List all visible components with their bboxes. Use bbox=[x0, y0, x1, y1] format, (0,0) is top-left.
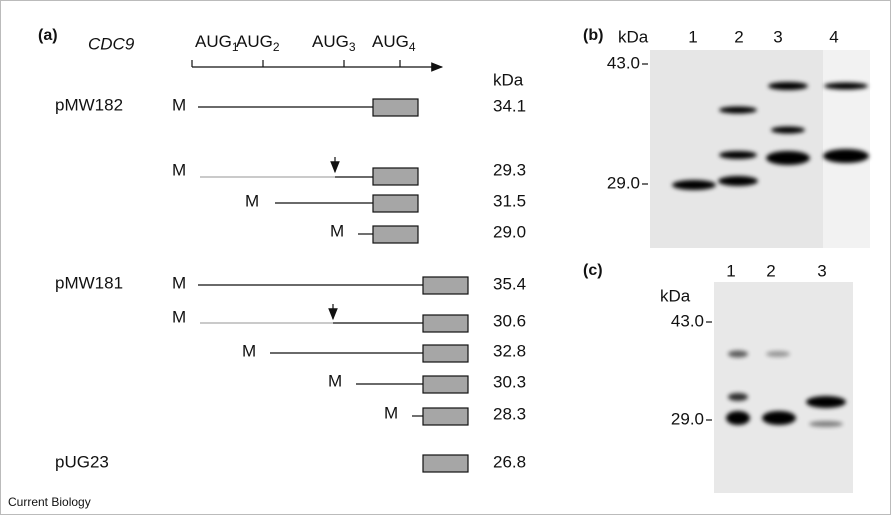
lane-label: 3 bbox=[817, 261, 826, 280]
figure: (a) CDC9 AUG1 AUG2 AUG3 AUG4 kDa pMW182 … bbox=[0, 0, 891, 515]
lane-label: 3 bbox=[773, 27, 782, 46]
tag-box bbox=[423, 376, 468, 393]
start-marker: M bbox=[328, 371, 342, 390]
tag-box bbox=[423, 315, 468, 332]
gel bbox=[714, 282, 853, 493]
lane-label: 4 bbox=[829, 27, 838, 46]
lane-label: 2 bbox=[766, 261, 775, 280]
size-label: 35.4 bbox=[493, 274, 526, 293]
tag-box bbox=[373, 168, 418, 185]
mw-marker: 43.0 bbox=[671, 311, 704, 330]
tag-box bbox=[373, 99, 418, 116]
lane-label: 2 bbox=[734, 27, 743, 46]
size-label: 30.3 bbox=[493, 372, 526, 391]
unit-label: kDa bbox=[660, 286, 691, 305]
start-marker: M bbox=[172, 307, 186, 326]
lane-label: 1 bbox=[726, 261, 735, 280]
construct-name: pMW182 bbox=[55, 95, 123, 114]
gene-name: CDC9 bbox=[88, 34, 135, 53]
start-marker: M bbox=[384, 403, 398, 422]
size-label: 31.5 bbox=[493, 191, 526, 210]
mw-marker: 29.0 bbox=[671, 409, 704, 428]
unit-label: kDa bbox=[618, 27, 649, 46]
start-marker: M bbox=[242, 341, 256, 360]
size-label: 32.8 bbox=[493, 341, 526, 360]
gel bbox=[650, 50, 823, 248]
footer: Current Biology bbox=[8, 495, 91, 509]
start-marker: M bbox=[172, 273, 186, 292]
start-marker: M bbox=[330, 221, 344, 240]
size-label: 29.3 bbox=[493, 160, 526, 179]
lane-label: 1 bbox=[688, 27, 697, 46]
construct-name: pMW181 bbox=[55, 273, 123, 292]
construct-name: pUG23 bbox=[55, 452, 109, 471]
tag-box bbox=[373, 195, 418, 212]
start-marker: M bbox=[172, 95, 186, 114]
start-marker: M bbox=[245, 191, 259, 210]
tag-box bbox=[423, 408, 468, 425]
size-label: 29.0 bbox=[493, 222, 526, 241]
size-label: 26.8 bbox=[493, 452, 526, 471]
tag-box bbox=[423, 455, 468, 472]
panel-label: (a) bbox=[38, 27, 58, 44]
size-label: 28.3 bbox=[493, 404, 526, 423]
tag-box bbox=[373, 226, 418, 243]
panel-label: (c) bbox=[583, 262, 603, 279]
mw-marker: 29.0 bbox=[607, 173, 640, 192]
size-label: 34.1 bbox=[493, 96, 526, 115]
start-marker: M bbox=[172, 160, 186, 179]
gel bbox=[823, 50, 870, 248]
panel-label: (b) bbox=[583, 27, 603, 44]
unit-label: kDa bbox=[493, 70, 524, 89]
size-label: 30.6 bbox=[493, 311, 526, 330]
tag-box bbox=[423, 277, 468, 294]
mw-marker: 43.0 bbox=[607, 53, 640, 72]
tag-box bbox=[423, 345, 468, 362]
